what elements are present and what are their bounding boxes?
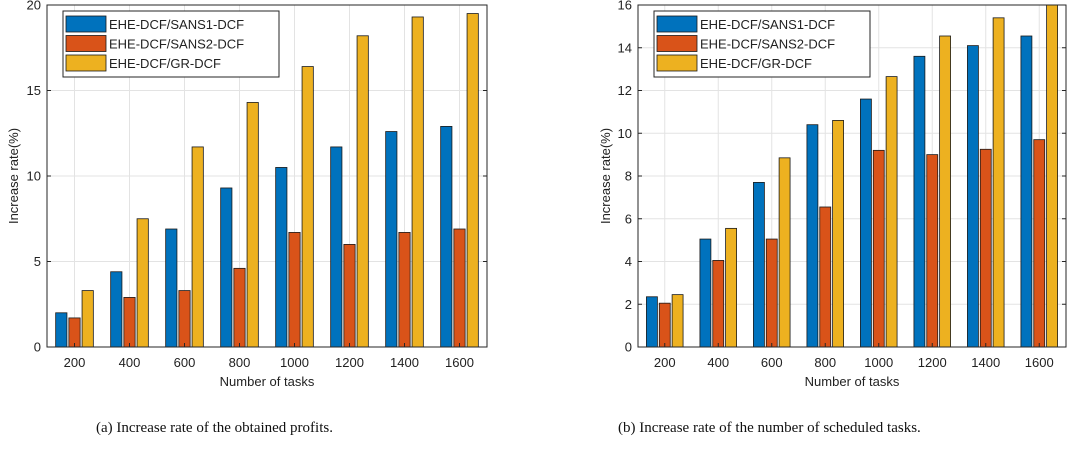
bar-ehe-dcf-sans2-dcf (453, 228, 466, 348)
y-tick-label: 0 (34, 340, 41, 355)
bar-ehe-dcf-sans1-dcf (440, 126, 453, 348)
x-tick-label: 1000 (280, 355, 309, 370)
bar-ehe-dcf-sans2-dcf (123, 297, 136, 348)
x-tick-label: 1000 (864, 355, 893, 370)
y-tick-label: 10 (618, 126, 632, 141)
legend-swatch (656, 15, 698, 33)
bar-ehe-dcf-sans2-dcf (872, 149, 885, 348)
y-tick-label: 12 (618, 83, 632, 98)
bar-ehe-dcf-sans1-dcf (110, 271, 123, 348)
legend-label: EHE-DCF/SANS2-DCF (109, 37, 244, 52)
bar-ehe-dcf-sans2-dcf (658, 302, 671, 348)
bar-ehe-dcf-sans2-dcf (926, 154, 939, 348)
bar-ehe-dcf-gr-dcf (301, 66, 314, 348)
bar-ehe-dcf-gr-dcf (885, 76, 898, 348)
legend-label: EHE-DCF/SANS1-DCF (109, 17, 244, 32)
legend-label: EHE-DCF/GR-DCF (700, 56, 812, 71)
bar-ehe-dcf-sans1-dcf (330, 146, 343, 348)
x-axis-label: Number of tasks (220, 374, 315, 389)
x-tick-label: 1400 (390, 355, 419, 370)
bar-ehe-dcf-gr-dcf (136, 218, 149, 348)
bar-ehe-dcf-sans2-dcf (68, 317, 81, 348)
x-axis-label: Number of tasks (805, 374, 900, 389)
x-tick-label: 1600 (1025, 355, 1054, 370)
bar-ehe-dcf-sans1-dcf (165, 228, 178, 348)
legend-swatch (656, 35, 698, 52)
x-tick-label: 1600 (445, 355, 474, 370)
y-tick-label: 2 (625, 297, 632, 312)
bar-ehe-dcf-gr-dcf (671, 294, 684, 348)
bar-ehe-dcf-sans2-dcf (233, 267, 246, 348)
y-tick-label: 8 (625, 169, 632, 184)
bar-ehe-dcf-sans1-dcf (753, 182, 765, 348)
y-tick-label: 15 (27, 83, 41, 98)
bar-ehe-dcf-gr-dcf (939, 35, 951, 348)
x-tick-label: 600 (174, 355, 196, 370)
bar-ehe-dcf-sans1-dcf (220, 187, 233, 348)
y-axis-label: Increase rate(%) (6, 128, 21, 224)
bar-ehe-dcf-gr-dcf (832, 120, 844, 348)
x-tick-label: 1200 (335, 355, 364, 370)
bar-ehe-dcf-gr-dcf (725, 227, 737, 348)
bar-ehe-dcf-sans2-dcf (178, 290, 191, 348)
legend-swatch (65, 15, 107, 33)
legend-label: EHE-DCF/GR-DCF (109, 56, 221, 71)
x-tick-label: 400 (707, 355, 729, 370)
bar-ehe-dcf-sans2-dcf (288, 232, 301, 348)
caption-b: (b) Increase rate of the number of sched… (618, 420, 921, 436)
x-tick-label: 800 (814, 355, 836, 370)
x-tick-label: 200 (64, 355, 86, 370)
bar-ehe-dcf-sans2-dcf (765, 238, 778, 348)
bar-ehe-dcf-sans1-dcf (967, 45, 979, 348)
bar-ehe-dcf-sans1-dcf (913, 55, 926, 348)
bar-ehe-dcf-sans1-dcf (55, 312, 68, 348)
caption-a: (a) Increase rate of the obtained profit… (96, 420, 333, 436)
bar-ehe-dcf-gr-dcf (356, 35, 369, 348)
bar-ehe-dcf-sans2-dcf (712, 260, 725, 348)
bar-ehe-dcf-gr-dcf (81, 290, 94, 348)
chart-b: 0 2 4 6 8 10 12 14 16 200 400 600 800 1000 1200 1400 160… (598, 0, 1067, 389)
y-tick-label: 0 (625, 340, 632, 355)
bar-ehe-dcf-gr-dcf (1046, 4, 1058, 348)
bar-ehe-dcf-gr-dcf (466, 13, 479, 348)
bar-ehe-dcf-sans1-dcf (1020, 35, 1033, 348)
bar-ehe-dcf-sans1-dcf (385, 131, 398, 348)
y-tick-label: 6 (625, 211, 632, 226)
bar-ehe-dcf-sans1-dcf (860, 98, 872, 348)
y-tick-label: 14 (618, 40, 632, 55)
bar-ehe-dcf-sans2-dcf (819, 206, 832, 348)
x-tick-label: 400 (119, 355, 141, 370)
y-tick-label: 16 (618, 0, 632, 13)
bar-ehe-dcf-gr-dcf (246, 102, 259, 348)
legend-label: EHE-DCF/SANS1-DCF (700, 17, 835, 32)
bar-ehe-dcf-sans2-dcf (398, 232, 411, 348)
bar-ehe-dcf-sans2-dcf (1033, 139, 1046, 348)
bar-ehe-dcf-sans1-dcf (646, 296, 658, 348)
y-tick-label: 4 (625, 254, 632, 269)
bar-ehe-dcf-sans2-dcf (343, 243, 356, 348)
x-tick-label: 1400 (971, 355, 1000, 370)
y-tick-label: 10 (27, 169, 41, 184)
y-axis-label: Increase rate(%) (598, 128, 613, 224)
chart-a: 0 5 10 15 20 200 400 600 800 1000 1200 1400 1600 Numb… (6, 0, 488, 389)
bar-ehe-dcf-gr-dcf (778, 157, 791, 348)
x-tick-label: 600 (761, 355, 783, 370)
legend-label: EHE-DCF/SANS2-DCF (700, 37, 835, 52)
bar-ehe-dcf-sans1-dcf (275, 167, 288, 348)
bar-ehe-dcf-sans1-dcf (806, 124, 819, 348)
bar-ehe-dcf-sans2-dcf (979, 148, 992, 348)
bar-ehe-dcf-gr-dcf (411, 16, 424, 348)
y-tick-label: 5 (34, 254, 41, 269)
legend-swatch (65, 54, 107, 72)
bar-ehe-dcf-sans1-dcf (699, 238, 712, 348)
x-tick-label: 800 (229, 355, 251, 370)
bar-ehe-dcf-gr-dcf (992, 17, 1005, 348)
x-tick-label: 200 (654, 355, 676, 370)
legend-swatch (656, 54, 698, 72)
x-tick-label: 1200 (918, 355, 947, 370)
legend-swatch (65, 35, 107, 52)
bar-ehe-dcf-gr-dcf (191, 146, 204, 348)
y-tick-label: 20 (27, 0, 41, 13)
